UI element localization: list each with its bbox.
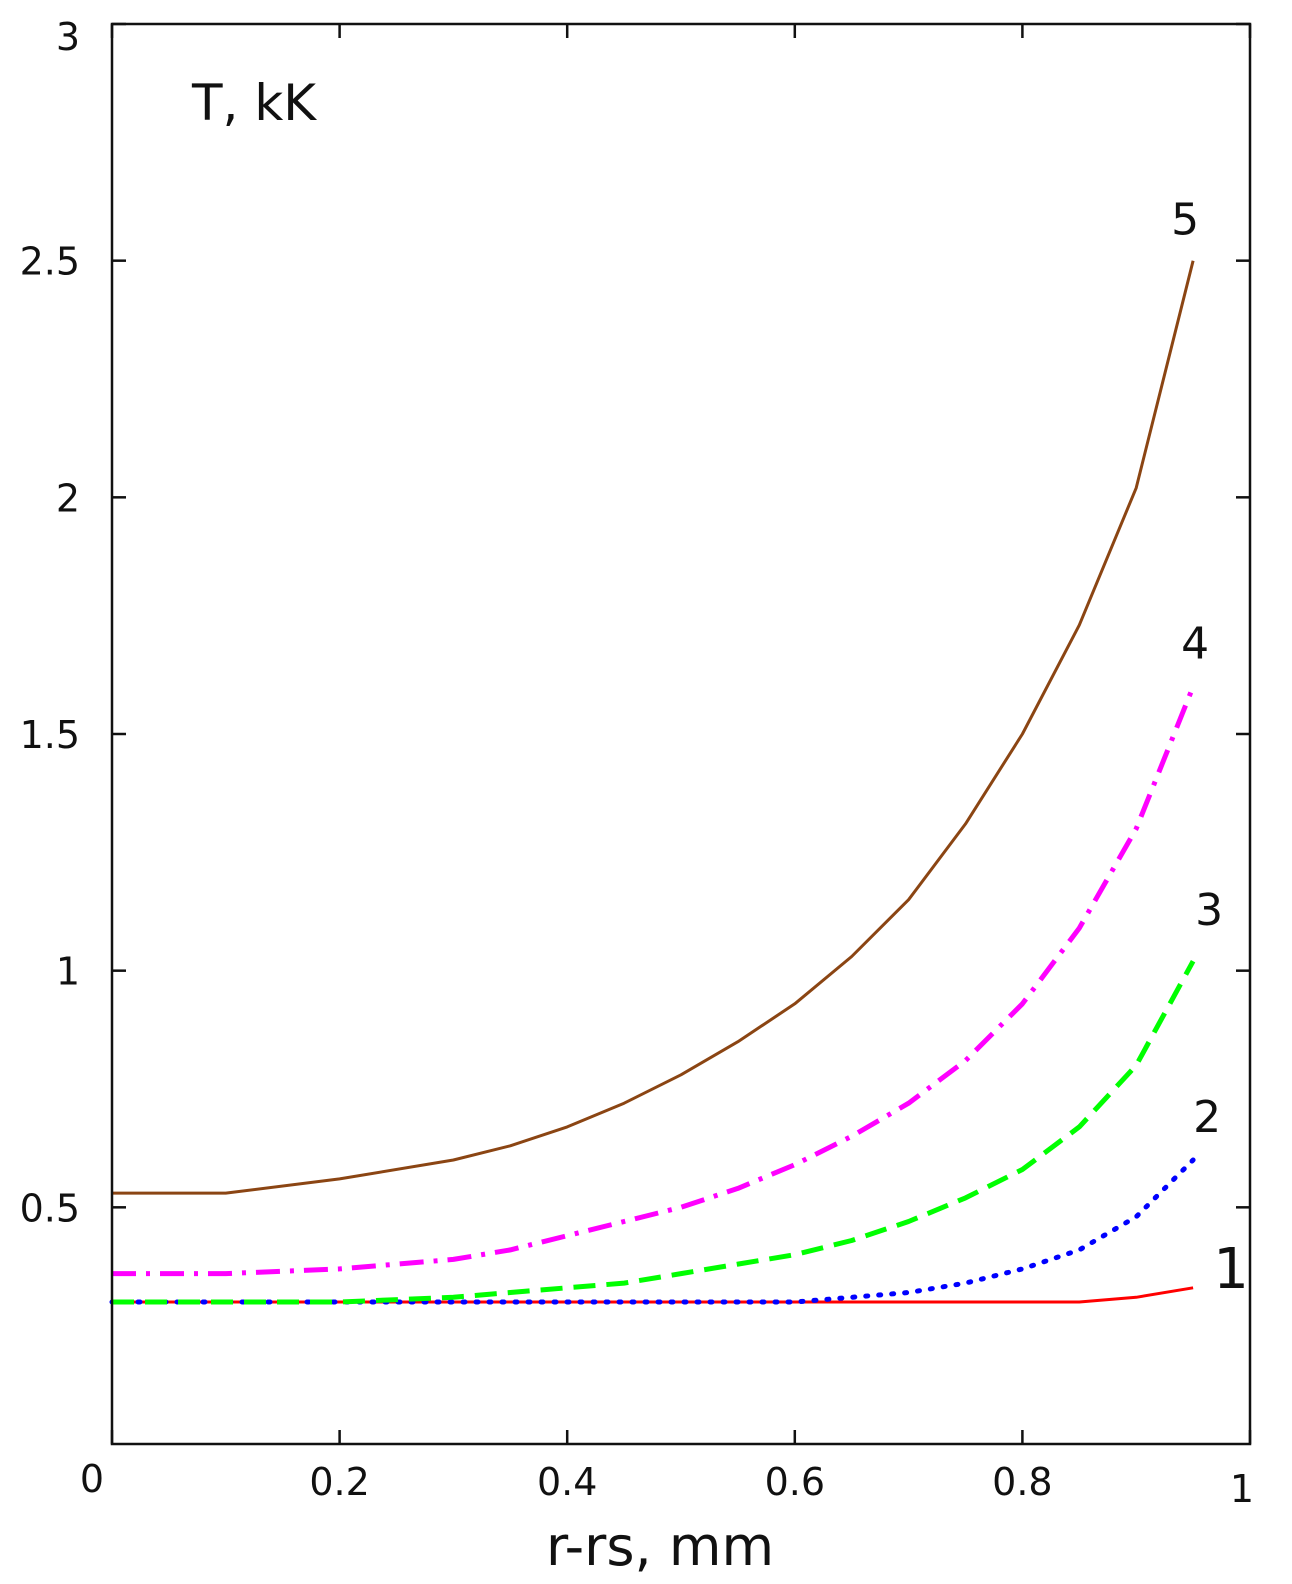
x-tick-label: 0.2 [309, 1460, 369, 1504]
series-line-3 [112, 960, 1196, 1305]
x-tick-label: 0.8 [992, 1460, 1052, 1504]
y-tick-label: 2 [56, 476, 80, 520]
y-tick-label: 1 [56, 950, 80, 994]
series-labels: 1 2 3 4 5 [1171, 195, 1249, 1302]
axis-ticks [110, 22, 1252, 1444]
y-tick-label: 1.5 [20, 713, 80, 757]
x-tick-label: 0 [80, 1457, 104, 1501]
series-label-5: 5 [1171, 195, 1199, 246]
y-tick-label: 3 [56, 15, 80, 59]
series-label-4: 4 [1181, 619, 1209, 670]
x-tick-label: 1 [1230, 1467, 1254, 1511]
data-series-group [109, 260, 1196, 1305]
series-line-5 [112, 260, 1195, 1195]
y-tick-label: 0.5 [20, 1186, 80, 1230]
series-line-4 [112, 685, 1196, 1277]
y-axis-label: T, kK [191, 74, 317, 132]
axis-tick-labels: 0 0.2 0.4 0.6 0.8 1 0.5 1 1.5 2 2.5 3 [20, 15, 1255, 1511]
x-tick-label: 0.6 [765, 1460, 825, 1504]
series-label-3: 3 [1195, 885, 1223, 936]
x-tick-label: 0.4 [537, 1460, 597, 1504]
series-label-1: 1 [1213, 1237, 1249, 1302]
series-label-2: 2 [1193, 1092, 1221, 1143]
y-tick-label: 2.5 [20, 240, 80, 284]
x-axis-label: r-rs, mm [546, 1515, 774, 1578]
